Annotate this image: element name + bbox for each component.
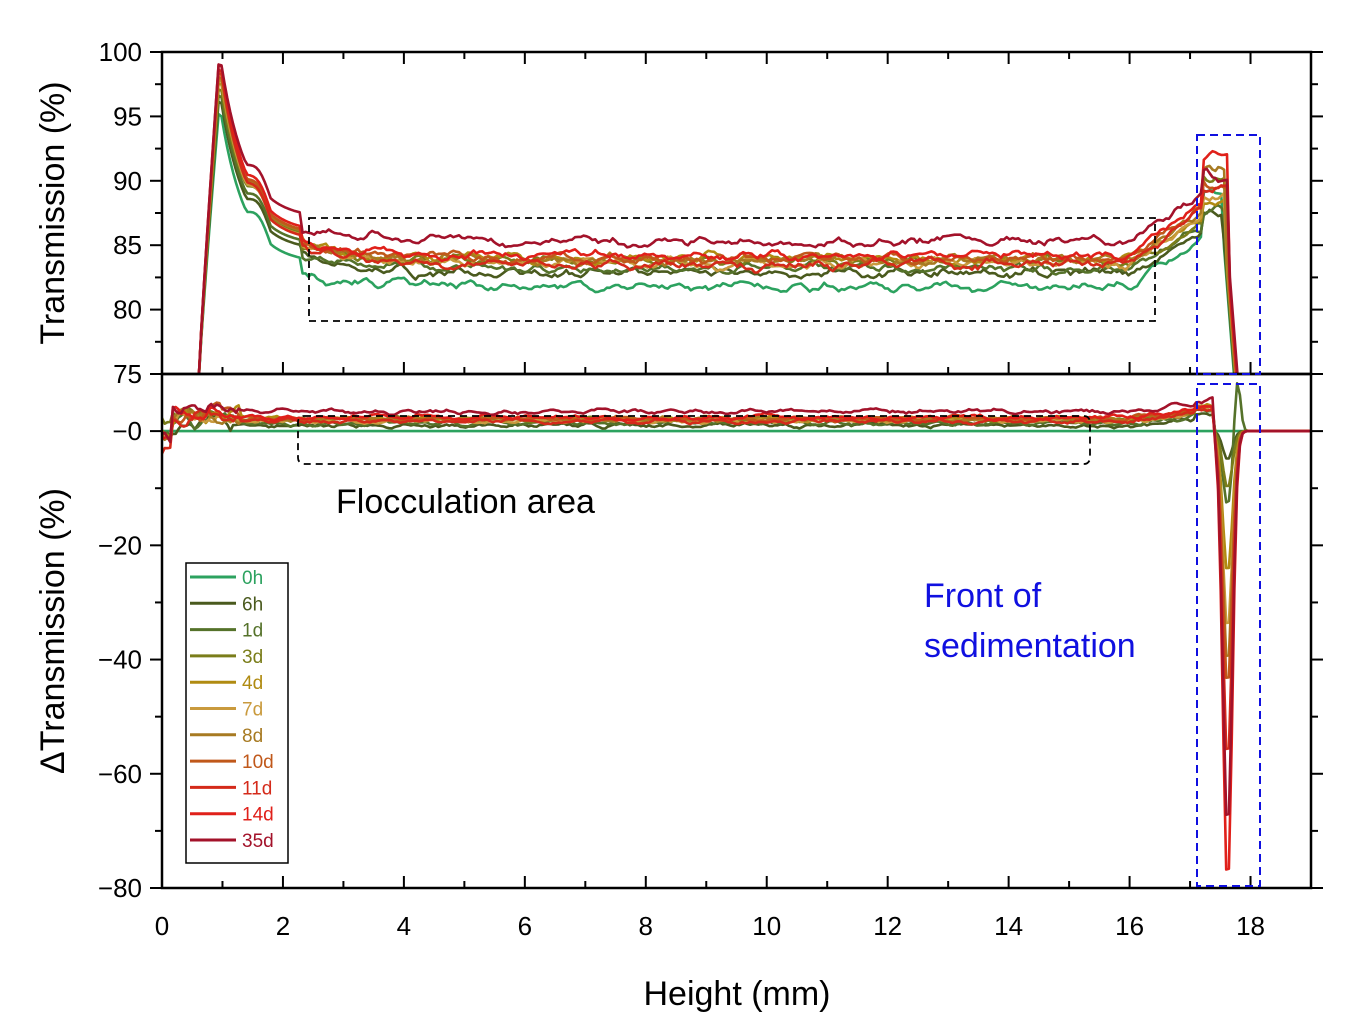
front-label-line2: sedimentation <box>924 627 1136 665</box>
bottom-y-axis-title: ΔTransmission (%) <box>34 488 72 774</box>
sedimentation-box-top <box>1196 134 1261 375</box>
x-tick-label: 12 <box>873 911 902 941</box>
y-tick-label-top: 80 <box>113 295 142 325</box>
x-tick-label: 4 <box>397 911 411 941</box>
legend-label: 14d <box>242 805 274 826</box>
bottom-series-11d <box>162 407 1311 751</box>
y-tick-label-bottom: −0 <box>112 416 142 446</box>
x-axis-title: Height (mm) <box>643 975 830 1013</box>
x-tick-label: 18 <box>1236 911 1265 941</box>
bottom-panel-curves <box>162 382 1311 871</box>
sedimentation-box-bottom <box>1196 383 1261 887</box>
legend-label: 0h <box>242 568 263 589</box>
y-tick-label-bottom: −80 <box>98 873 142 903</box>
top-y-axis-title: Transmission (%) <box>34 81 72 344</box>
flocculation-label: Flocculation area <box>336 483 595 521</box>
flocculation-box-bottom <box>297 415 1091 465</box>
top-panel-frame <box>160 50 1313 376</box>
axis-tick-labels: 0 2 4 6 8 10 12 14 16 18 75 80 85 90 95 100 −80 −60 −40 −20… <box>98 37 1265 941</box>
legend-label: 8d <box>242 726 263 747</box>
legend-label: 6h <box>242 594 263 615</box>
top-series-0h <box>197 112 1236 374</box>
bottom-series-35d <box>162 396 1311 816</box>
x-tick-label: 16 <box>1115 911 1144 941</box>
x-tick-label: 10 <box>752 911 781 941</box>
y-tick-label-top: 90 <box>113 166 142 196</box>
x-tick-label: 6 <box>518 911 532 941</box>
legend-label: 7d <box>242 700 263 721</box>
bottom-series-8d <box>162 405 1311 658</box>
bottom-series-4d <box>162 402 1311 570</box>
top-panel-curves <box>197 63 1239 374</box>
flocculation-box-top <box>308 217 1156 322</box>
legend: 0h 6h 1d 3d 4d 7d 8d 10d 11d 14d 35d <box>185 562 289 864</box>
y-tick-label-bottom: −60 <box>98 759 142 789</box>
y-tick-label-bottom: −40 <box>98 645 142 675</box>
bottom-series-1d <box>162 382 1311 504</box>
legend-label: 4d <box>242 673 263 694</box>
x-tick-label: 8 <box>639 911 653 941</box>
y-tick-label-top: 95 <box>113 101 142 131</box>
legend-label: 11d <box>242 778 272 799</box>
top-series-11d <box>197 68 1238 374</box>
y-tick-label-bottom: −20 <box>98 530 142 560</box>
y-tick-label-top: 100 <box>99 37 142 67</box>
legend-label: 35d <box>242 831 274 852</box>
x-tick-label: 2 <box>276 911 290 941</box>
top-series-1d <box>197 94 1237 374</box>
top-series-14d <box>197 63 1239 374</box>
legend-label: 1d <box>242 621 263 642</box>
front-label-line1: Front of <box>924 577 1042 615</box>
x-tick-label: 0 <box>155 911 169 941</box>
bottom-series-10d <box>162 401 1311 679</box>
bottom-panel-frame <box>160 372 1313 890</box>
y-tick-label-top: 85 <box>113 230 142 260</box>
top-series-35d <box>197 63 1239 374</box>
legend-label: 3d <box>242 647 263 668</box>
legend-label: 10d <box>242 752 274 773</box>
axis-ticks <box>150 51 1323 889</box>
y-tick-label-top: 75 <box>113 359 142 389</box>
bottom-series-7d <box>162 404 1311 625</box>
x-tick-label: 14 <box>994 911 1023 941</box>
bottom-series-14d <box>162 405 1311 871</box>
